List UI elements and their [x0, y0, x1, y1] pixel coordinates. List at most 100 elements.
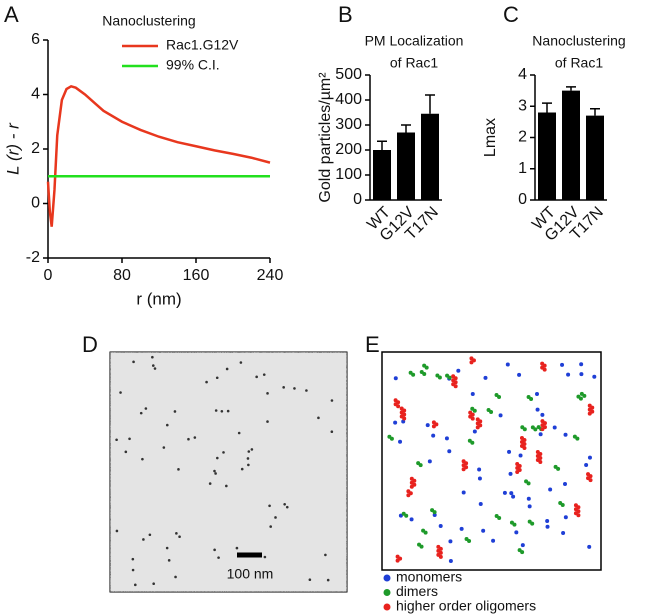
y-tick-label: 100 [335, 166, 362, 183]
error-bar [566, 86, 576, 91]
particle [389, 436, 394, 441]
particle [545, 518, 550, 523]
gold-particle [124, 450, 128, 454]
gold-particle [134, 583, 137, 587]
x-tick-label: 0 [44, 267, 53, 284]
particle [395, 558, 400, 563]
particle [566, 372, 571, 377]
gold-particle [262, 373, 266, 376]
particle [529, 396, 534, 401]
particle [576, 513, 581, 518]
gold-particle [250, 448, 254, 451]
particle [432, 512, 437, 517]
gold-particle [151, 355, 154, 359]
gold-particle [240, 467, 244, 471]
particle [560, 503, 565, 508]
gold-particle [293, 387, 296, 390]
gold-particle [205, 380, 208, 384]
particle [483, 375, 488, 380]
particle [461, 490, 466, 495]
gold-particle [283, 502, 286, 506]
gold-particle [187, 437, 190, 441]
gold-particle [214, 472, 217, 475]
gold-particle [282, 386, 285, 389]
particle [561, 530, 566, 535]
particle [432, 510, 437, 515]
particle [498, 413, 503, 418]
particle [472, 408, 477, 413]
legend-label: higher order oligomers [396, 598, 536, 614]
particle [447, 449, 452, 454]
error-bar [542, 102, 552, 113]
gold-particle [131, 568, 135, 572]
particle [422, 371, 427, 376]
gold-particle [152, 582, 155, 585]
gold-particle [330, 399, 334, 402]
particle [469, 360, 474, 365]
gold-particle [274, 516, 277, 519]
y-tick-label: 6 [31, 31, 40, 48]
particle [533, 427, 538, 432]
particle [587, 411, 592, 416]
particle [578, 396, 583, 401]
panel-label: A [4, 2, 19, 27]
particle [518, 453, 523, 458]
particle [575, 436, 580, 441]
particle [481, 528, 486, 533]
chart-title: Nanoclustering [102, 13, 195, 29]
particle [535, 407, 540, 412]
particle [520, 550, 525, 555]
y-tick-label: 400 [335, 91, 362, 108]
gold-particle [217, 556, 220, 559]
y-tick-label: 300 [335, 116, 362, 133]
particle [579, 372, 584, 377]
gold-particle [239, 361, 243, 364]
legend-marker [383, 603, 391, 611]
particle [477, 476, 482, 481]
error-bar [401, 124, 411, 133]
particle [527, 504, 532, 509]
particle [470, 391, 475, 396]
bar [373, 150, 391, 200]
gold-particle [148, 533, 152, 537]
y-tick-label: 0 [518, 191, 527, 208]
gold-particle [225, 484, 228, 488]
error-bar [590, 108, 600, 116]
bar [586, 115, 604, 200]
y-tick-label: 4 [31, 86, 40, 103]
particle [556, 466, 561, 471]
gold-particle [215, 376, 219, 380]
series-line [46, 84, 271, 227]
gold-particle [167, 559, 171, 562]
x-tick-label: 240 [257, 267, 284, 284]
error-bar [425, 94, 435, 114]
gold-particle [214, 409, 218, 412]
particle [461, 467, 466, 472]
gold-particle [141, 457, 144, 461]
particle [478, 501, 483, 506]
gold-particle [115, 529, 119, 533]
map-frame [381, 351, 602, 571]
scale-label: 100 nm [227, 566, 274, 582]
gold-particle [330, 430, 334, 434]
particle [438, 554, 443, 559]
particle [448, 539, 453, 544]
particle [497, 515, 502, 520]
particle [418, 463, 423, 468]
particle [477, 467, 482, 472]
gold-particle [165, 546, 169, 550]
legend-label: dimers [396, 583, 438, 599]
particle [497, 394, 502, 399]
gold-particle [139, 411, 143, 415]
particle [423, 530, 428, 535]
gold-particle [225, 367, 229, 371]
micrograph-grain [110, 352, 347, 592]
gold-particle [220, 409, 224, 413]
particle [404, 513, 409, 518]
particle [467, 538, 472, 543]
gold-particle [175, 532, 178, 535]
particle [515, 469, 520, 474]
particle [453, 384, 458, 389]
particle [431, 424, 436, 429]
legend-marker [383, 574, 391, 582]
